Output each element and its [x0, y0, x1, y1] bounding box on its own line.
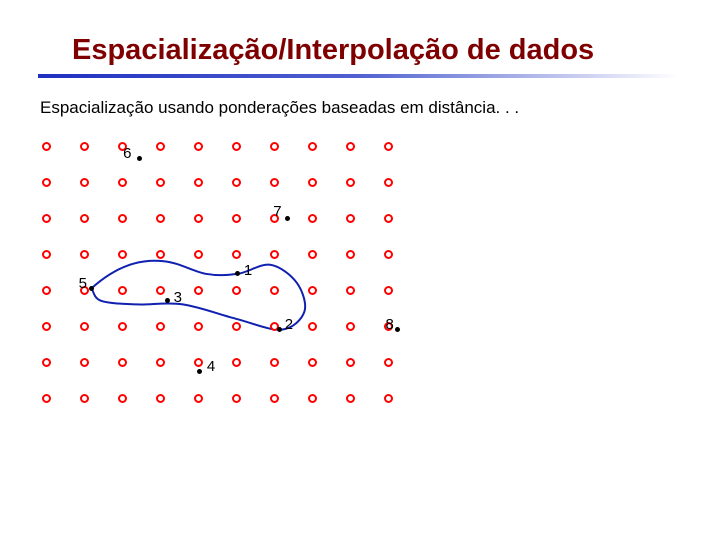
grid-dot: [80, 214, 89, 223]
grid-dot: [232, 250, 241, 259]
data-label-8: 8: [386, 316, 394, 333]
grid-dot: [118, 178, 127, 187]
grid-dot: [384, 250, 393, 259]
grid-dot: [118, 214, 127, 223]
grid-dot: [42, 322, 51, 331]
grid-dot: [80, 358, 89, 367]
data-point-6: [137, 156, 142, 161]
data-label-2: 2: [285, 316, 293, 333]
data-point-7: [285, 216, 290, 221]
grid-dot: [118, 322, 127, 331]
grid-dot: [384, 142, 393, 151]
grid-dot: [384, 358, 393, 367]
grid-dot: [194, 394, 203, 403]
grid-dot: [346, 250, 355, 259]
grid-dot: [156, 394, 165, 403]
grid-dot: [308, 394, 317, 403]
grid-dot: [156, 250, 165, 259]
basin-curve: [91, 261, 305, 330]
grid-dot: [346, 214, 355, 223]
data-point-4: [197, 369, 202, 374]
grid-dot: [308, 322, 317, 331]
grid-dot: [384, 178, 393, 187]
data-label-3: 3: [174, 289, 182, 306]
grid-dot: [42, 394, 51, 403]
grid-dot: [308, 250, 317, 259]
grid-dot: [156, 322, 165, 331]
grid-dot: [270, 250, 279, 259]
data-label-6: 6: [123, 145, 131, 162]
grid-dot: [308, 214, 317, 223]
data-label-5: 5: [79, 275, 87, 292]
grid-dot: [42, 250, 51, 259]
grid-dot: [42, 286, 51, 295]
grid-dot: [194, 178, 203, 187]
grid-dot: [384, 286, 393, 295]
grid-dot: [346, 358, 355, 367]
grid-dot: [118, 250, 127, 259]
grid-dot: [42, 358, 51, 367]
grid-dot: [384, 214, 393, 223]
data-point-8: [395, 327, 400, 332]
grid-dot: [80, 394, 89, 403]
data-point-3: [165, 298, 170, 303]
grid-dot: [346, 142, 355, 151]
grid-dot: [270, 358, 279, 367]
grid-dot: [308, 142, 317, 151]
grid-dot: [232, 214, 241, 223]
grid-dot: [156, 214, 165, 223]
grid-dot: [80, 250, 89, 259]
grid-dot: [194, 250, 203, 259]
grid-dot: [42, 214, 51, 223]
grid-dot: [80, 142, 89, 151]
grid-dot: [232, 394, 241, 403]
data-point-1: [235, 271, 240, 276]
grid-dot: [346, 322, 355, 331]
interpolation-curve: [0, 0, 720, 540]
grid-dot: [80, 322, 89, 331]
data-label-4: 4: [207, 358, 215, 375]
grid-dot: [194, 286, 203, 295]
grid-dot: [118, 394, 127, 403]
grid-dot: [194, 358, 203, 367]
grid-dot: [270, 286, 279, 295]
grid-dot: [42, 178, 51, 187]
grid-dot: [232, 358, 241, 367]
data-point-2: [277, 327, 282, 332]
grid-dot: [118, 286, 127, 295]
grid-dot: [232, 178, 241, 187]
grid-dot: [346, 286, 355, 295]
grid-dot: [308, 358, 317, 367]
grid-dot: [80, 178, 89, 187]
grid-dot: [156, 286, 165, 295]
grid-dot: [42, 142, 51, 151]
grid-dot: [156, 142, 165, 151]
grid-dot: [194, 142, 203, 151]
grid-dot: [232, 142, 241, 151]
grid-dot: [308, 286, 317, 295]
grid-dot: [156, 178, 165, 187]
grid-dot: [118, 358, 127, 367]
data-point-5: [89, 286, 94, 291]
grid-dot: [308, 178, 317, 187]
grid-dot: [232, 286, 241, 295]
grid-dot: [270, 394, 279, 403]
data-label-1: 1: [244, 262, 252, 279]
grid-dot: [270, 142, 279, 151]
grid-dot: [270, 178, 279, 187]
grid-dot: [232, 322, 241, 331]
grid-dot: [384, 394, 393, 403]
grid-dot: [194, 322, 203, 331]
grid-dot: [194, 214, 203, 223]
grid-dot: [346, 394, 355, 403]
data-label-7: 7: [273, 203, 281, 220]
grid-dot: [156, 358, 165, 367]
grid-dot: [346, 178, 355, 187]
diagram-area: 6 7 5 1 3 2 8 4: [0, 0, 720, 540]
